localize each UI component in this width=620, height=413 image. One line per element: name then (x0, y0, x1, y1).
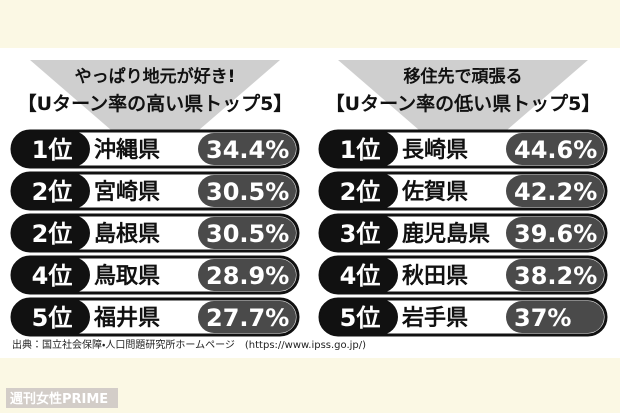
rate-pill (198, 175, 296, 207)
rank-pill (320, 215, 398, 251)
rank-pill (12, 215, 90, 251)
panel-title: 【Uターン率の低い県トップ5】 (326, 92, 601, 115)
rate-pill (506, 217, 604, 249)
prefecture: 秋田県 (402, 264, 468, 289)
rank: 1位 (340, 136, 381, 164)
prefecture: 長崎県 (402, 138, 468, 163)
rate-pill (506, 301, 604, 333)
rank: 2位 (32, 220, 73, 248)
source: 出典：国立社会保障・人口問題研究所ホームページ (https://www.ips… (12, 338, 366, 351)
chevron (30, 60, 280, 168)
rate-pill (198, 301, 296, 333)
rank: 1位 (32, 136, 73, 164)
rank: 2位 (340, 178, 381, 206)
rank-pill (12, 257, 90, 293)
rate: 30.5% (206, 178, 289, 206)
rate: 28.9% (206, 262, 289, 290)
prefecture: 鳥取県 (94, 263, 160, 289)
prefecture: 岩手県 (401, 306, 468, 331)
prefecture: 福井県 (93, 306, 160, 331)
watermark-bg (6, 388, 118, 408)
watermark: 週刊女性PRIME (10, 391, 108, 407)
rate-pill (506, 175, 604, 207)
rate: 39.6% (514, 220, 597, 248)
rate-pill (198, 259, 296, 291)
rank-pill (12, 131, 90, 167)
rank-pill (12, 299, 90, 335)
rate-pill (198, 217, 296, 249)
rate: 42.2% (514, 178, 597, 206)
prefecture: 鹿児島県 (402, 221, 490, 247)
rate-pill (506, 133, 604, 165)
prefecture: 宮崎県 (94, 179, 160, 205)
panel: やっぱり地元が好き! 【Uターン率の高い県トップ5】 1位 沖縄県 34.4% 2位 宮崎県… (10, 60, 300, 337)
rank: 2位 (32, 178, 73, 206)
rate: 37% (514, 304, 571, 332)
rank-pill (12, 173, 90, 209)
rank: 4位 (340, 262, 381, 290)
rank-pill (320, 131, 398, 167)
rate-pill (506, 259, 604, 291)
rate: 34.4% (206, 136, 289, 164)
panel-title: 【Uターン率の高い県トップ5】 (18, 92, 293, 115)
panel-subtitle: やっぱり地元が好き! (75, 66, 236, 87)
prefecture: 島根県 (94, 221, 160, 247)
rank-pill (320, 257, 398, 293)
prefecture: 沖縄県 (94, 137, 160, 163)
rate: 30.5% (206, 220, 289, 248)
rank: 5位 (32, 304, 73, 332)
rate: 44.6% (514, 136, 597, 164)
rank-pill (320, 173, 398, 209)
rate-pill (198, 133, 296, 165)
rate: 38.2% (514, 262, 597, 290)
panel-subtitle: 移住先で頑張る (404, 66, 523, 87)
prefecture: 佐賀県 (401, 179, 468, 205)
rank: 4位 (32, 262, 73, 290)
rank: 5位 (340, 304, 381, 332)
chevron (338, 60, 588, 168)
rate: 27.7% (206, 304, 289, 332)
rank-pill (320, 299, 398, 335)
panel: 移住先で頑張る【Uターン率の低い県トップ5】 1位 長崎県 44.6% 2位 佐賀県 42.… (318, 60, 608, 337)
rank: 3位 (340, 220, 381, 248)
